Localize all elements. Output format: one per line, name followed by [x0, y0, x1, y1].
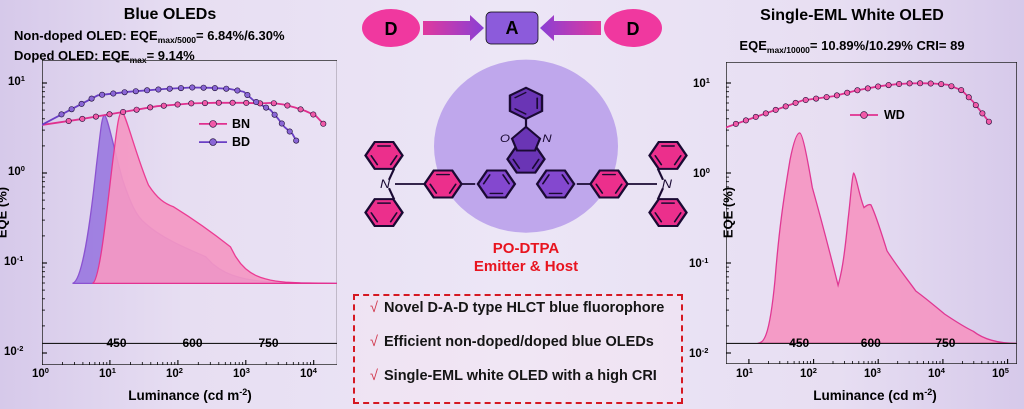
svg-text:A: A: [506, 18, 519, 38]
svg-text:N: N: [380, 177, 391, 191]
svg-text:N: N: [542, 132, 552, 145]
svg-text:750: 750: [935, 336, 955, 350]
svg-text:750: 750: [258, 336, 278, 350]
svg-text:D: D: [627, 19, 640, 39]
svg-text:BD: BD: [232, 135, 250, 149]
svg-text:N: N: [662, 177, 673, 191]
svg-text:WD: WD: [884, 108, 905, 122]
svg-text:O: O: [500, 132, 510, 145]
svg-text:600: 600: [861, 336, 881, 350]
svg-text:450: 450: [789, 336, 809, 350]
svg-text:600: 600: [182, 336, 202, 350]
svg-text:BN: BN: [232, 117, 250, 131]
svg-text:D: D: [385, 19, 398, 39]
svg-text:450: 450: [106, 336, 126, 350]
